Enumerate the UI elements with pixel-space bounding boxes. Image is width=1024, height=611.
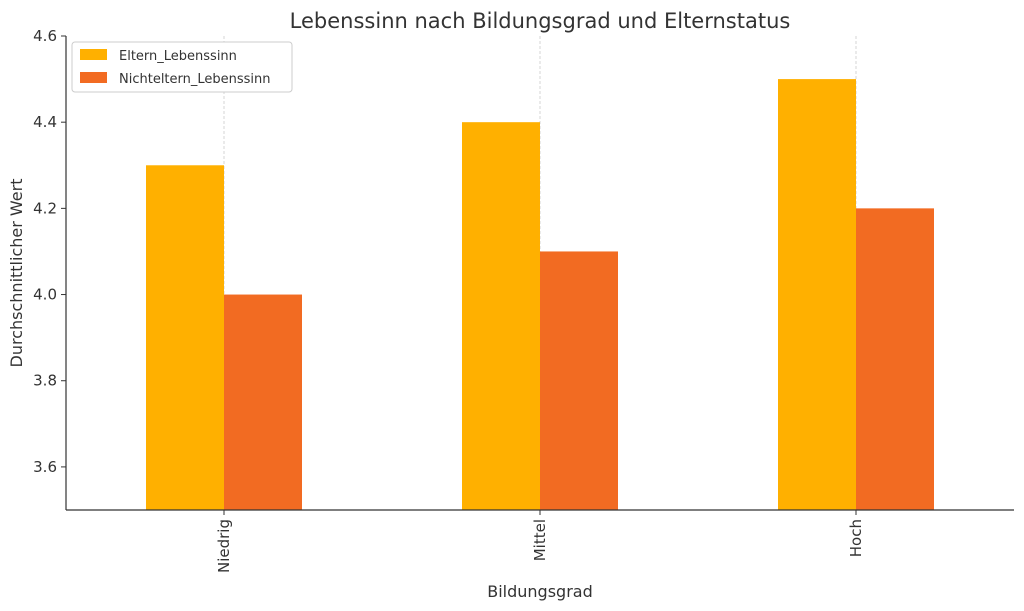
y-tick-label: 4.6 [33, 27, 57, 45]
y-tick-label: 3.6 [33, 458, 57, 476]
chart-title: Lebenssinn nach Bildungsgrad und Elterns… [290, 9, 791, 33]
bar-nichteltern-lebenssinn-niedrig [224, 294, 302, 510]
legend-swatch-nichteltern [80, 72, 107, 83]
legend-label-nichteltern: Nichteltern_Lebenssinn [119, 72, 271, 87]
y-tick-label: 4.4 [33, 113, 57, 131]
bar-eltern-lebenssinn-hoch [778, 79, 856, 510]
bars [146, 79, 934, 511]
bar-nichteltern-lebenssinn-mittel [540, 251, 618, 511]
bar-eltern-lebenssinn-niedrig [146, 165, 224, 511]
y-tick-label: 3.8 [33, 372, 57, 390]
legend-box [71, 41, 293, 93]
x-tick-label: Mittel [531, 519, 549, 561]
y-axis-title: Durchschnittlicher Wert [7, 179, 26, 368]
x-tick-label: Hoch [847, 519, 865, 557]
x-tick-label: Niedrig [215, 519, 233, 573]
bar-eltern-lebenssinn-mittel [462, 122, 540, 510]
y-tick-label: 4.2 [33, 199, 57, 217]
legend: Eltern_Lebenssinn Nichteltern_Lebenssinn [71, 41, 293, 93]
tick-labels: 3.6 3.8 4.0 4.2 4.4 4.6 Niedrig Mittel Hoch [33, 27, 865, 573]
y-tick-label: 4.0 [33, 286, 57, 304]
legend-label-eltern: Eltern_Lebenssinn [119, 49, 237, 64]
x-axis-title: Bildungsgrad [487, 582, 593, 601]
bar-nichteltern-lebenssinn-hoch [856, 208, 934, 510]
legend-swatch-eltern [80, 49, 107, 60]
axes [61, 35, 1014, 515]
